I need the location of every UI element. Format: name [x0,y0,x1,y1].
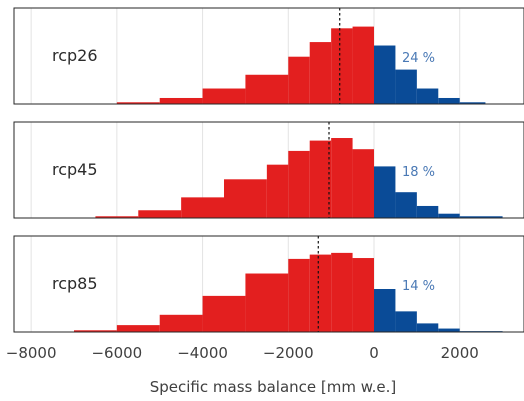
histogram-bar [459,102,486,104]
x-tick-label: −8000 [6,344,57,362]
histogram-bar [395,192,417,218]
histogram-bar [245,74,289,104]
histogram-bar [331,138,353,218]
histogram-bar [138,210,182,218]
percent-label: 18 % [402,165,435,180]
histogram-bar [224,179,267,218]
panel-frame [13,121,524,219]
panel-frame [13,235,524,333]
histogram-bar [352,149,374,218]
histogram-bar [352,258,374,332]
histogram-bar [202,88,246,104]
x-axis-title: Specific mass balance [mm w.e.] [150,378,397,396]
histogram-bar [395,69,417,104]
histogram-bar [288,56,310,104]
histogram-bar [416,88,439,104]
histogram-bar [181,197,224,218]
panel-rcp45: rcp45 18 % [13,121,524,219]
histogram-bar [288,150,310,218]
histogram-bar [74,330,117,332]
x-axis: −8000 −6000 −4000 −2000 0 2000 [6,344,479,362]
x-tick-label: −6000 [91,344,142,362]
histogram-bar [309,42,332,104]
histogram-bar [116,102,160,104]
histogram-bar [309,254,332,332]
histogram-bar [438,213,460,218]
histogram-bar [395,311,417,332]
histogram-bar [374,45,396,104]
histogram-bar [416,323,439,332]
percent-label: 14 % [402,279,435,294]
x-tick-label: −4000 [177,344,228,362]
histogram-bar [202,295,246,332]
histogram-bar [159,97,203,104]
histogram-bar [352,26,374,105]
x-tick-label: 0 [369,344,379,362]
panel-label: rcp26 [52,46,98,65]
x-tick-label: 2000 [441,344,479,362]
panel-rcp85: rcp85 14 % [13,235,524,333]
panels: rcp26 24 % rcp45 18 % rcp85 14 % [13,7,524,333]
histogram-bar [95,216,139,218]
histogram-bar [309,140,332,218]
histogram-bar [331,28,353,104]
panel-label: rcp85 [52,274,98,293]
panel-label: rcp45 [52,160,98,179]
histogram-bar [159,314,203,332]
histogram-bar [459,216,503,218]
histogram-bar [116,325,160,332]
histogram-bar [288,258,310,332]
histogram-bar [374,166,396,218]
percent-label: 24 % [402,51,435,66]
histogram-bar [438,97,460,104]
panel-rcp26: rcp26 24 % [13,7,524,105]
histogram-bar [416,205,439,218]
histogram-bar [266,164,289,218]
histogram-bar [245,273,289,332]
histogram-bar [331,252,353,332]
panel-frame [13,7,524,105]
x-tick-label: −2000 [263,344,314,362]
histogram-bar [438,328,460,332]
histogram-bar [374,289,396,332]
